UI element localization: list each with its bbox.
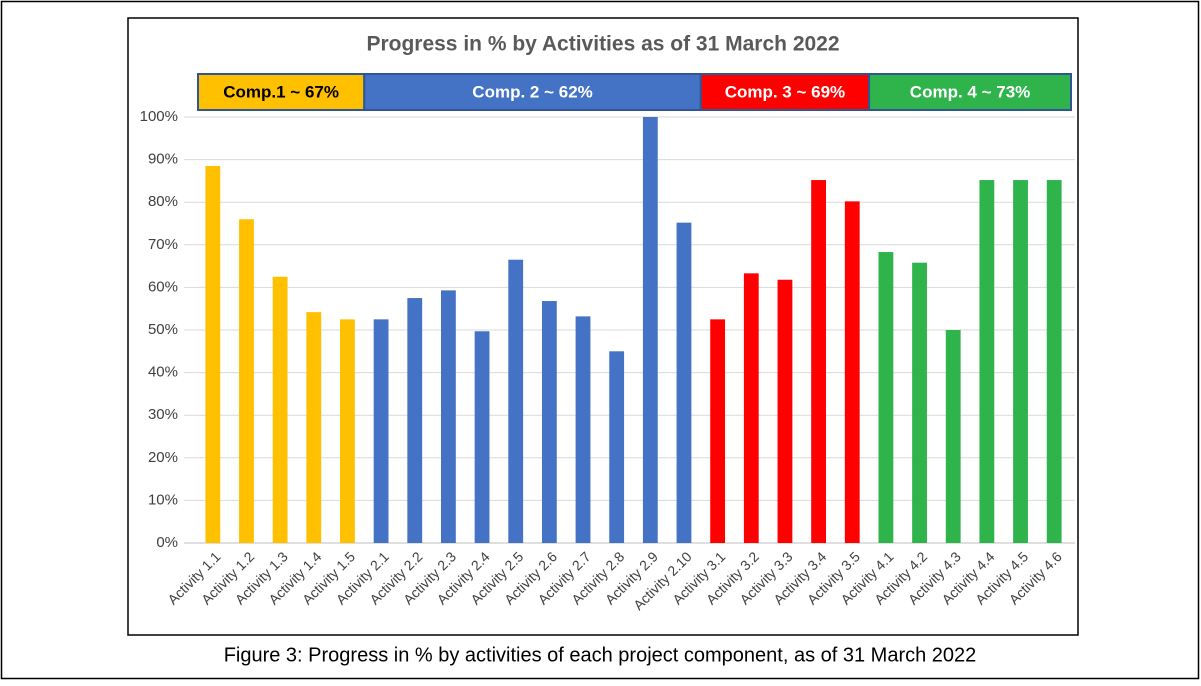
bar <box>710 319 726 543</box>
bar <box>979 180 995 543</box>
bar <box>811 180 826 543</box>
chart-title: Progress in % by Activities as of 31 Mar… <box>366 33 839 56</box>
y-tick-label: 50% <box>148 321 178 338</box>
y-tick-label: 20% <box>148 449 178 466</box>
component-label: Comp. 4 ~ 73% <box>910 82 1030 101</box>
bar <box>474 331 490 543</box>
bar <box>508 259 524 543</box>
bar <box>272 276 288 543</box>
bar <box>407 298 423 543</box>
y-tick-label: 10% <box>148 491 178 508</box>
bar <box>878 252 894 544</box>
bar <box>609 351 625 543</box>
bar <box>441 290 456 543</box>
component-header <box>868 73 1072 111</box>
bar <box>743 273 759 543</box>
bar <box>306 312 322 543</box>
component-label: Comp. 2 ~ 62% <box>472 82 592 101</box>
y-tick-label: 30% <box>148 406 178 423</box>
bar <box>373 319 389 543</box>
bar <box>239 219 254 544</box>
y-tick-label: 70% <box>148 236 178 253</box>
bar <box>844 201 860 543</box>
bar <box>1013 180 1028 543</box>
y-tick-label: 100% <box>140 108 178 125</box>
bar <box>1046 180 1062 543</box>
y-tick-label: 90% <box>148 151 178 168</box>
component-header <box>699 73 871 111</box>
caption: Figure 3: Progress in % by activities of… <box>224 644 977 666</box>
component-header <box>363 73 702 111</box>
bar <box>777 279 793 543</box>
y-tick-label: 60% <box>148 278 178 295</box>
bar <box>575 316 591 543</box>
y-tick-label: 80% <box>148 193 178 210</box>
bar <box>912 262 927 543</box>
bar <box>642 117 658 543</box>
bar <box>945 330 961 543</box>
bar <box>340 319 355 543</box>
component-label: Comp. 3 ~ 69% <box>725 82 845 101</box>
bar <box>205 165 221 544</box>
component-header <box>197 73 366 111</box>
component-label: Comp.1 ~ 67% <box>223 82 339 101</box>
bar <box>541 301 557 543</box>
bar <box>676 222 692 543</box>
y-tick-label: 40% <box>148 364 178 381</box>
y-tick-label: 0% <box>156 534 178 551</box>
